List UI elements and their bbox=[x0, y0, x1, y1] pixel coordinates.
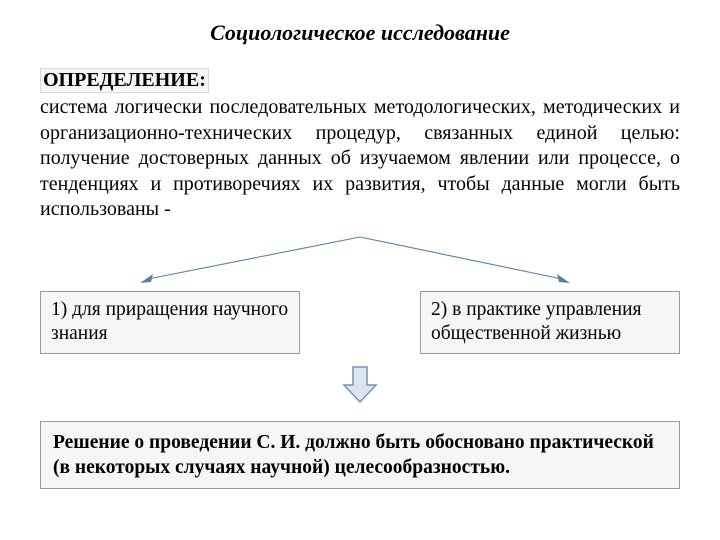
definition-text: система логически последовательных метод… bbox=[40, 95, 680, 223]
definition-label: ОПРЕДЕЛЕНИЕ: bbox=[40, 68, 209, 93]
definition-block: ОПРЕДЕЛЕНИЕ: система логически последова… bbox=[40, 68, 680, 223]
purposes-row: 1) для приращения научного знания 2) в п… bbox=[40, 291, 680, 354]
conclusion-box: Решение о проведении С. И. должно быть о… bbox=[40, 421, 680, 490]
split-arrows bbox=[40, 233, 680, 291]
down-arrow bbox=[40, 364, 680, 411]
purpose-box-1: 1) для приращения научного знания bbox=[40, 291, 300, 354]
purpose-box-2: 2) в практике управления общественной жи… bbox=[420, 291, 680, 354]
page-title: Социологическое исследование bbox=[40, 20, 680, 46]
